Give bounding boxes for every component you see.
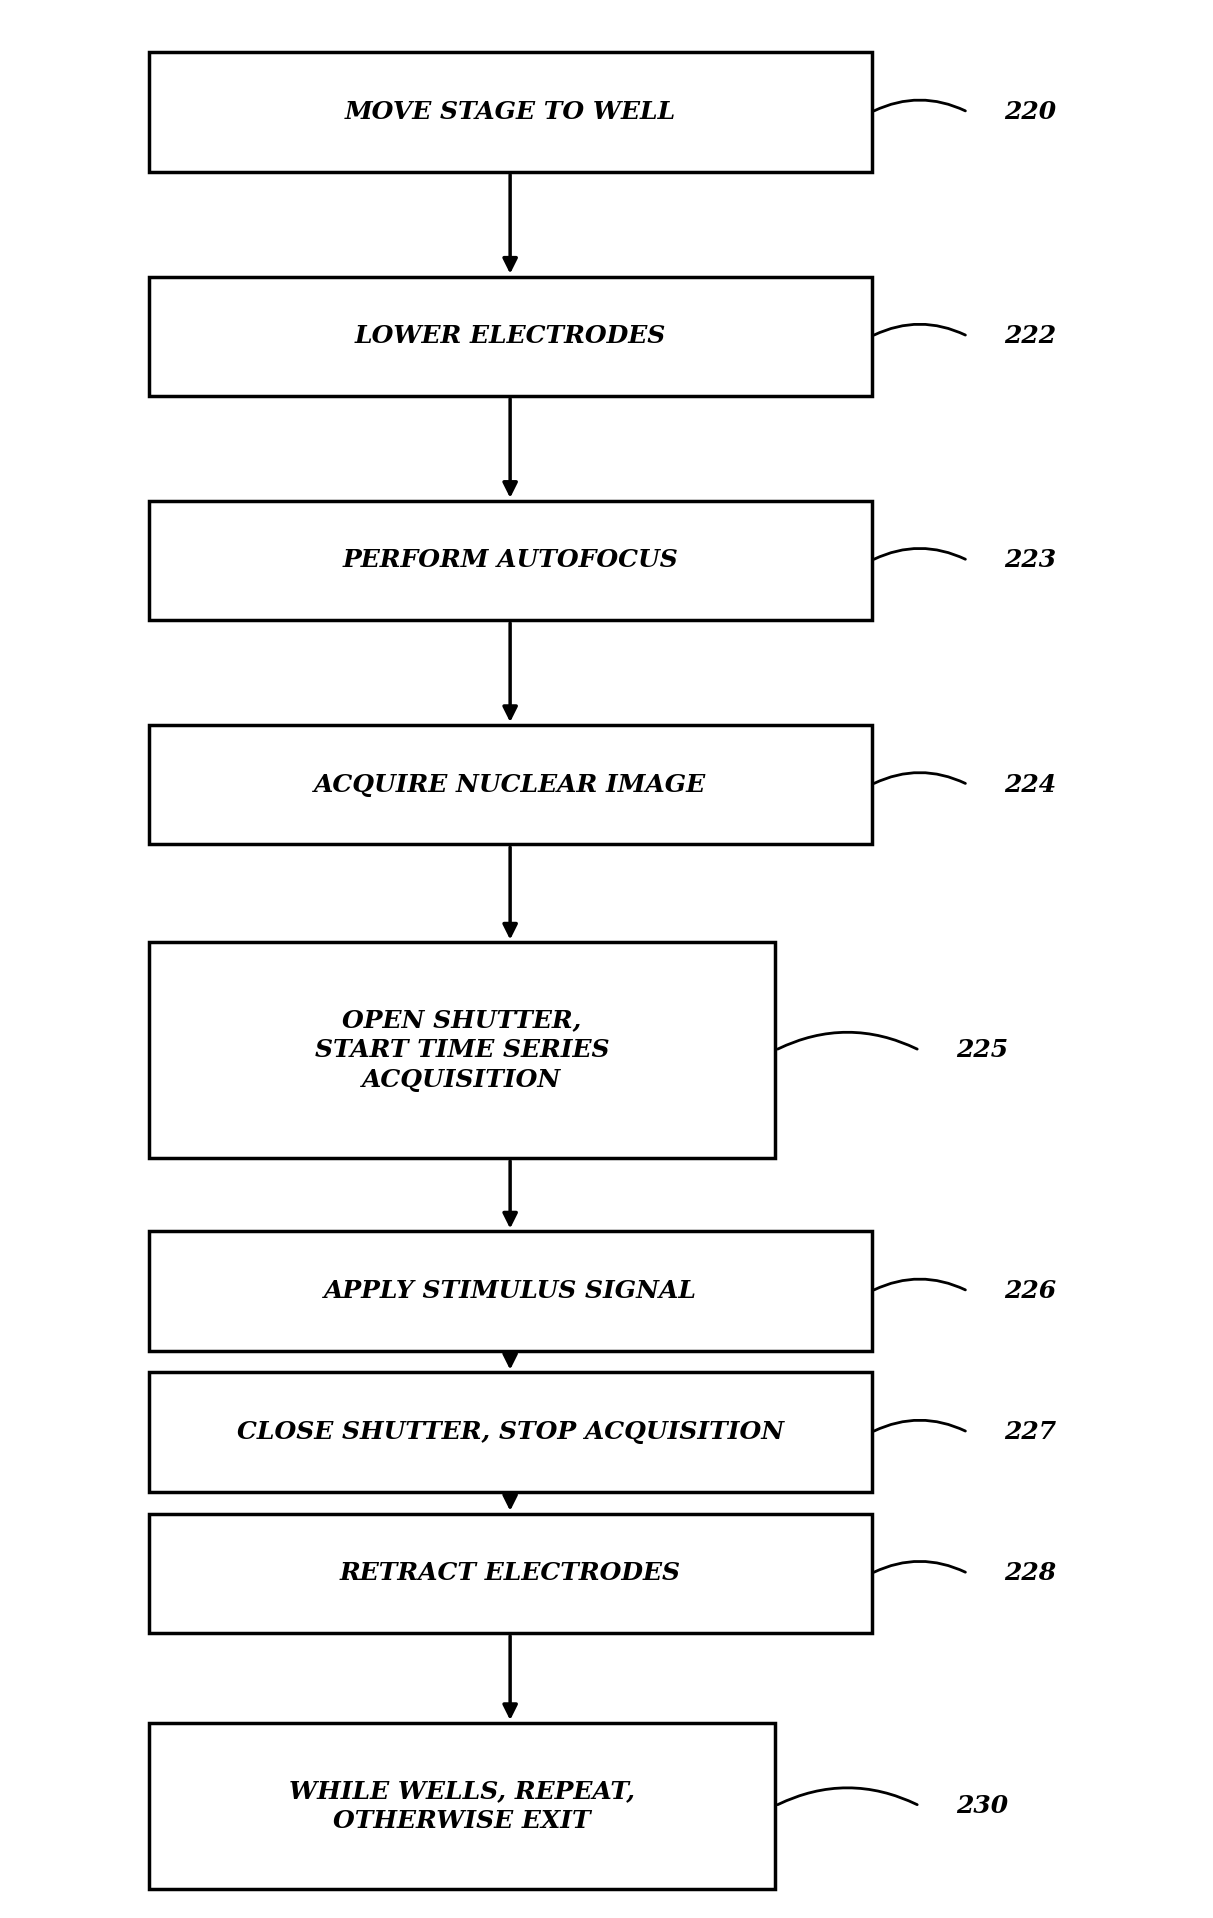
FancyBboxPatch shape: [149, 1513, 871, 1634]
FancyBboxPatch shape: [149, 942, 775, 1158]
Text: 226: 226: [1004, 1279, 1057, 1302]
Text: ACQUIRE NUCLEAR IMAGE: ACQUIRE NUCLEAR IMAGE: [314, 773, 706, 796]
Text: 230: 230: [956, 1793, 1008, 1818]
Text: APPLY STIMULUS SIGNAL: APPLY STIMULUS SIGNAL: [324, 1279, 696, 1302]
Text: OPEN SHUTTER,
START TIME SERIES
ACQUISITION: OPEN SHUTTER, START TIME SERIES ACQUISIT…: [314, 1009, 609, 1091]
Text: 220: 220: [1004, 100, 1057, 125]
FancyBboxPatch shape: [149, 725, 871, 844]
FancyBboxPatch shape: [149, 276, 871, 395]
Text: CLOSE SHUTTER, STOP ACQUISITION: CLOSE SHUTTER, STOP ACQUISITION: [237, 1419, 784, 1444]
Text: 227: 227: [1004, 1419, 1057, 1444]
FancyBboxPatch shape: [149, 1231, 871, 1350]
Text: 224: 224: [1004, 773, 1057, 796]
Text: PERFORM AUTOFOCUS: PERFORM AUTOFOCUS: [342, 549, 678, 572]
Text: 228: 228: [1004, 1561, 1057, 1586]
FancyBboxPatch shape: [149, 501, 871, 620]
FancyBboxPatch shape: [149, 1373, 871, 1492]
Text: LOWER ELECTRODES: LOWER ELECTRODES: [354, 324, 666, 349]
Text: WHILE WELLS, REPEAT,
OTHERWISE EXIT: WHILE WELLS, REPEAT, OTHERWISE EXIT: [289, 1780, 634, 1834]
FancyBboxPatch shape: [149, 52, 871, 173]
Text: 225: 225: [956, 1038, 1008, 1063]
Text: 222: 222: [1004, 324, 1057, 349]
Text: RETRACT ELECTRODES: RETRACT ELECTRODES: [340, 1561, 680, 1586]
Text: 223: 223: [1004, 549, 1057, 572]
FancyBboxPatch shape: [149, 1722, 775, 1889]
Text: MOVE STAGE TO WELL: MOVE STAGE TO WELL: [344, 100, 676, 125]
